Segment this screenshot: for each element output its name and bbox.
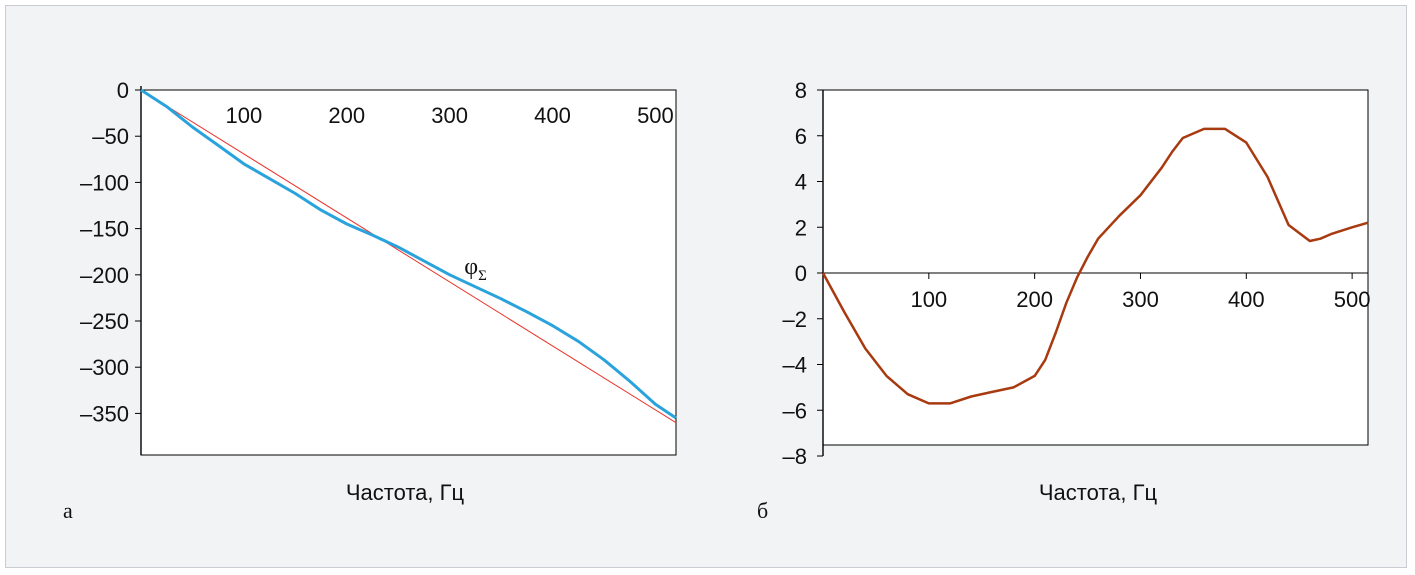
y-tick-label-b: 8 [795,78,807,103]
x-tick-label-b: 200 [1016,287,1053,312]
y-tick-label-a: –300 [80,355,129,380]
annotation-sigma-subscript: Σ [478,268,487,284]
x-tick-label-b: 300 [1122,287,1159,312]
x-axis-label-b: Частота, Гц [1039,480,1158,505]
y-tick-label-b: –2 [783,307,807,332]
x-tick-label-a: 200 [328,103,365,128]
x-tick-label-a: 400 [534,103,571,128]
series-line-b-0 [821,127,1369,405]
y-tick-label-a: –100 [80,170,129,195]
y-tick-label-a: –200 [80,263,129,288]
x-tick-label-a: 500 [637,103,674,128]
y-tick-label-b: –4 [783,353,807,378]
x-tick-label-b: 500 [1334,287,1371,312]
y-tick-label-a: –250 [80,309,129,334]
plot-area-a [140,89,677,456]
y-tick-label-b: –8 [783,444,807,469]
y-tick-label-b: 0 [795,261,807,286]
y-tick-label-b: 6 [795,124,807,149]
series-line-a-0 [140,89,677,424]
x-tick-label-b: 400 [1228,287,1265,312]
y-tick-label-a: –50 [92,124,129,149]
y-tick-label-b: 4 [795,170,807,195]
y-tick-label-b: –6 [783,398,807,423]
annotation-phi-sigma: φΣ [464,254,487,284]
y-tick-label-a: –350 [80,401,129,426]
x-axis-label-a: Частота, Гц [346,480,465,505]
panel-label-a: а [63,498,73,523]
panel-label-b: б [757,498,768,523]
x-tick-label-a: 300 [431,103,468,128]
y-tick-label-a: 0 [117,78,129,103]
plot-area-b [822,89,1369,446]
annotation-phi: φ [464,254,478,280]
x-tick-label-b: 100 [910,287,947,312]
y-tick-label-b: 2 [795,215,807,240]
x-tick-label-a: 100 [226,103,263,128]
y-tick-label-a: –150 [80,217,129,242]
series-line-a-1 [140,88,677,420]
